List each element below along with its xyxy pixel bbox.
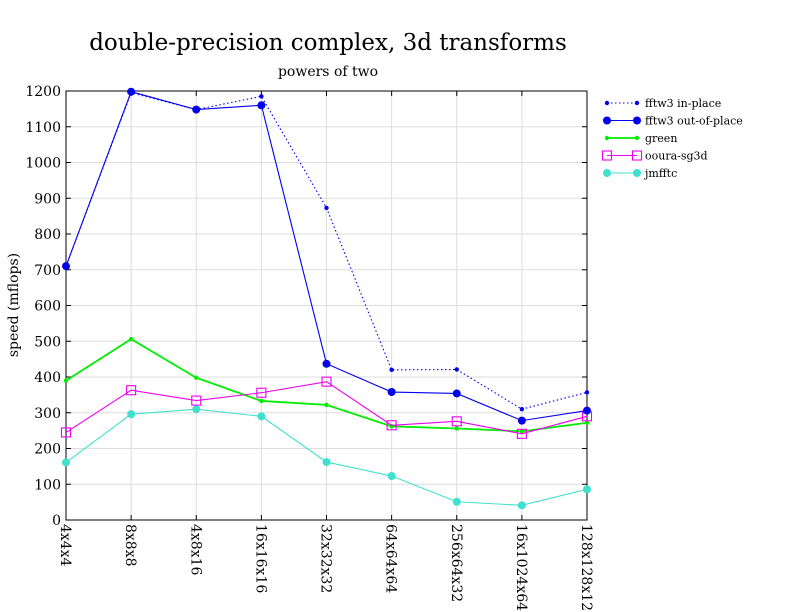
x-tick-label: 8x8x8 (122, 524, 138, 567)
legend-item: fftw3 out-of-place (603, 115, 743, 128)
data-point (519, 406, 525, 412)
data-point (519, 429, 525, 434)
data-point (387, 388, 396, 397)
data-point (194, 107, 199, 112)
data-point (452, 497, 461, 506)
data-point (63, 378, 69, 383)
y-tick-label: 1200 (25, 84, 61, 100)
data-point (454, 426, 459, 431)
data-point (62, 458, 70, 467)
x-axis-ticks: 4x4x4 8x8x8 4x8x16 16x16x16 32x32x32 64x64x64… (57, 91, 594, 612)
y-axis-ticks: 0 100 200 300 400 500 600 700 800 900 1000 1100 1200 (25, 84, 587, 529)
legend-item: fftw3 in-place (604, 97, 721, 110)
grid (66, 91, 587, 520)
x-tick-label: 4x4x4 (57, 524, 73, 567)
data-point (321, 376, 332, 387)
series-jmfftc (62, 405, 591, 510)
y-tick-label: 300 (34, 406, 61, 422)
data-point (516, 428, 527, 439)
data-point (128, 90, 134, 95)
plot-frame (65, 90, 588, 521)
legend-label: fftw3 out-of-place (645, 115, 743, 128)
y-tick-label: 600 (34, 299, 61, 315)
legend-marker (601, 150, 613, 161)
x-tick-label: 4x8x16 (187, 524, 203, 576)
data-point (194, 375, 199, 380)
data-point (583, 485, 591, 494)
legend-marker (603, 169, 611, 177)
y-axis-label: speed (mflops) (6, 253, 22, 357)
legend-label: ooura-sg3d (645, 150, 708, 163)
data-point (451, 416, 462, 427)
y-tick-label: 0 (52, 513, 61, 529)
legend-marker (634, 100, 640, 106)
data-point (257, 412, 266, 421)
series-group (60, 87, 593, 510)
data-point (127, 410, 136, 419)
series-ooura-sg3d (60, 376, 593, 439)
chart-title: double-precision complex, 3d transforms (89, 30, 567, 56)
legend-item: jmfftc (603, 167, 677, 180)
series-line (65, 381, 588, 435)
legend-item: green (604, 132, 677, 145)
y-tick-label: 700 (34, 263, 61, 279)
y-tick-label: 400 (34, 370, 61, 386)
y-tick-label: 200 (34, 442, 61, 458)
y-tick-label: 100 (34, 477, 61, 493)
data-point (322, 359, 331, 368)
legend-marker (604, 100, 610, 106)
data-point (322, 458, 331, 467)
legend-marker (633, 116, 641, 125)
data-point (126, 385, 137, 396)
series-green (63, 336, 590, 434)
legend-marker (603, 116, 611, 125)
data-point (191, 395, 202, 406)
legend-label: jmfftc (643, 167, 677, 180)
legend-marker (631, 150, 643, 161)
legend-item: ooura-sg3d (601, 150, 708, 163)
x-tick-label: 256x64x32 (448, 524, 464, 602)
data-point (192, 405, 201, 414)
y-tick-label: 900 (34, 191, 61, 207)
legend-marker (634, 135, 640, 141)
data-point (452, 389, 461, 398)
x-tick-label: 128x128x128 (578, 524, 594, 612)
legend: fftw3 in-place fftw3 out-of-place green oou… (601, 97, 743, 180)
series-fftw3-in-place (63, 90, 590, 412)
data-point (63, 263, 69, 269)
data-point (517, 501, 526, 510)
x-tick-label: 64x64x64 (383, 524, 399, 593)
legend-marker (633, 169, 641, 177)
data-point (584, 390, 590, 395)
data-point (256, 387, 267, 398)
data-point (60, 427, 72, 438)
data-point (386, 420, 397, 431)
y-tick-label: 800 (34, 227, 61, 243)
chart-subtitle: powers of two (278, 64, 378, 80)
legend-label: green (645, 132, 677, 145)
data-point (389, 367, 394, 373)
data-point (324, 205, 329, 211)
data-point (517, 416, 526, 425)
x-tick-label: 16x1024x64 (513, 524, 529, 611)
data-point (324, 402, 329, 408)
data-point (584, 420, 590, 425)
data-point (387, 472, 396, 481)
data-point (259, 94, 264, 99)
y-tick-label: 1100 (25, 120, 61, 136)
x-tick-label: 32x32x32 (318, 524, 334, 593)
data-point (454, 367, 459, 372)
y-tick-label: 500 (34, 334, 61, 350)
data-point (583, 406, 591, 415)
legend-label: fftw3 in-place (645, 97, 721, 110)
x-tick-label: 16x16x16 (252, 524, 268, 593)
legend-marker (604, 135, 610, 141)
data-point (259, 398, 264, 404)
y-tick-label: 1000 (25, 156, 61, 172)
data-point (257, 101, 266, 110)
data-point (128, 336, 134, 342)
